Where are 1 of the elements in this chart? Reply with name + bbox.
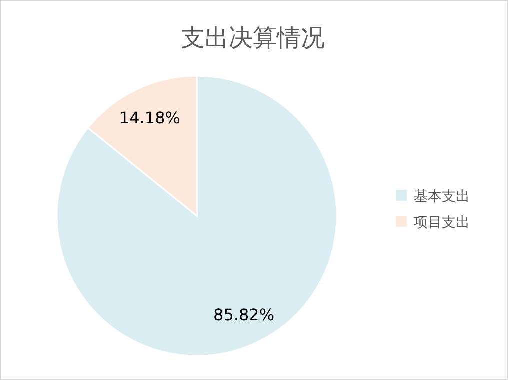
title: 支出决算情况 <box>181 24 325 52</box>
